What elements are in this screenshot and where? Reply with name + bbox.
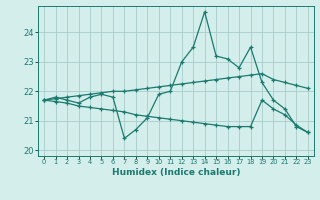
X-axis label: Humidex (Indice chaleur): Humidex (Indice chaleur) bbox=[112, 168, 240, 177]
